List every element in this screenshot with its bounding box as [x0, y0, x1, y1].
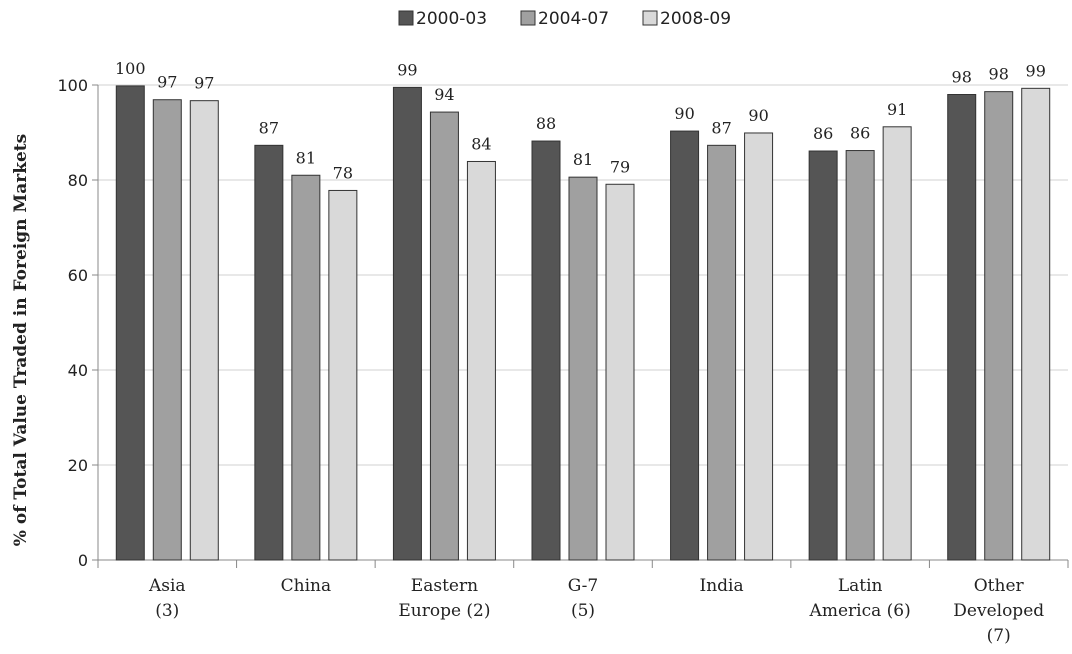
bar	[189, 100, 219, 561]
data-label: 94	[434, 85, 454, 104]
legend: 2000-03 2004-07 2008-09	[398, 9, 731, 29]
data-label: 78	[333, 163, 353, 182]
bar	[845, 150, 875, 561]
x-category-label: Developed	[953, 601, 1044, 621]
bar	[291, 174, 321, 561]
x-tick-labels: Asia (3) China Eastern Europe (2) G-7 (5) India…	[148, 576, 1044, 646]
y-tick-label: 100	[57, 76, 88, 95]
bar	[947, 94, 977, 561]
bar	[568, 176, 598, 561]
bar	[466, 160, 496, 561]
data-label: 98	[952, 68, 972, 87]
legend-label: 2008-09	[660, 9, 731, 29]
bar	[392, 86, 422, 561]
data-label: 86	[850, 124, 870, 143]
data-label: 88	[536, 114, 556, 133]
bar	[328, 189, 358, 561]
data-label: 81	[296, 148, 316, 167]
data-label: 99	[1026, 61, 1046, 80]
bar	[1021, 87, 1051, 561]
data-label: 87	[259, 118, 279, 137]
bar	[254, 144, 284, 561]
data-label: 97	[157, 73, 177, 92]
x-category-label: Europe (2)	[398, 601, 490, 621]
bar	[152, 99, 182, 561]
bar	[744, 132, 774, 561]
legend-swatch	[520, 10, 536, 26]
bar	[531, 140, 561, 561]
x-category-label: India	[700, 576, 744, 596]
bar	[605, 183, 635, 561]
y-tick-label: 40	[68, 361, 88, 380]
bar	[429, 111, 459, 561]
x-category-label: (3)	[155, 601, 179, 621]
y-tick-label: 0	[78, 551, 88, 570]
bar	[115, 85, 145, 561]
x-category-label: G-7	[568, 576, 598, 596]
y-axis-title: % of Total Value Traded in Foreign Marke…	[11, 134, 31, 546]
x-category-label: Latin	[838, 576, 883, 596]
x-category-label: China	[281, 576, 331, 596]
x-category-label: America (6)	[809, 601, 911, 621]
x-category-label: (7)	[987, 626, 1011, 646]
data-label: 98	[989, 65, 1009, 84]
x-category-label: Asia	[148, 576, 186, 596]
data-label: 97	[194, 74, 214, 93]
bar	[984, 91, 1014, 561]
legend-label: 2004-07	[538, 9, 609, 29]
data-label: 99	[397, 60, 417, 79]
data-label: 81	[573, 150, 593, 169]
data-label: 91	[887, 100, 907, 119]
y-tick-label: 80	[68, 171, 88, 190]
data-labels: 100 97 97 87 81 78 99 94 84 88 81 79 90 87 90 86 86 91 98 9…	[115, 59, 1046, 183]
bar	[882, 126, 912, 561]
y-tick-label: 20	[68, 456, 88, 475]
x-category-label: Other	[974, 576, 1025, 596]
bar	[808, 150, 838, 561]
x-category-label: Eastern	[411, 576, 478, 596]
legend-swatch	[398, 10, 414, 26]
data-label: 100	[115, 59, 146, 78]
x-category-label: (5)	[571, 601, 595, 621]
bar	[707, 144, 737, 561]
bars	[115, 85, 1051, 561]
data-label: 87	[711, 118, 731, 137]
data-label: 79	[610, 157, 630, 176]
legend-swatch	[642, 10, 658, 26]
data-label: 84	[471, 134, 491, 153]
data-label: 86	[813, 124, 833, 143]
legend-label: 2000-03	[416, 9, 487, 29]
y-tick-label: 60	[68, 266, 88, 285]
bar	[670, 130, 700, 561]
data-label: 90	[674, 104, 694, 123]
data-label: 90	[748, 106, 768, 125]
